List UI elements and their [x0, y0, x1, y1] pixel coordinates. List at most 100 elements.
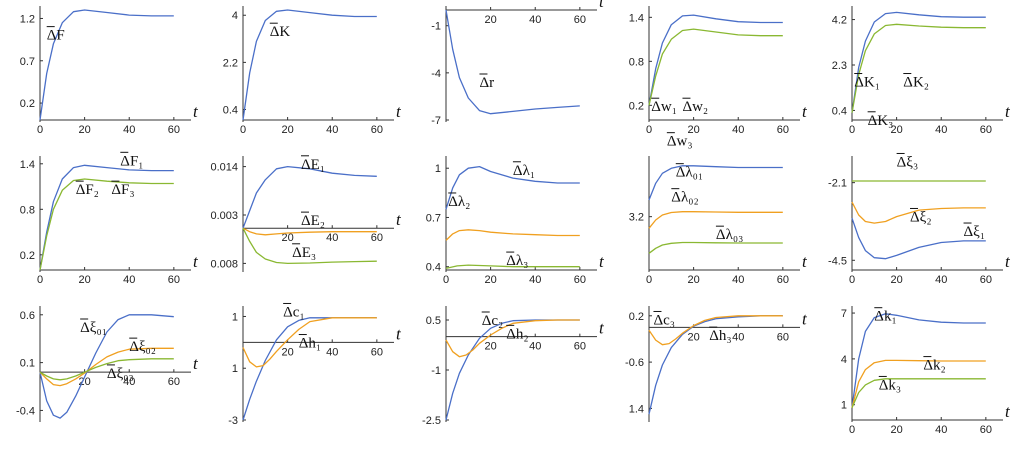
series-line — [649, 243, 783, 254]
series-line — [852, 24, 986, 113]
chart-panel: 20 40 60 0.5 -1 -2.5 t Δc₂ Δh₂ — [406, 300, 609, 450]
series-label: Δh₂ — [506, 326, 528, 342]
y-tick-label: -2.1 — [828, 178, 847, 190]
y-tick-label: 1.4 — [629, 12, 644, 24]
x-tick-label: 60 — [168, 274, 180, 286]
series-label: Δξ₁ — [964, 224, 986, 240]
x-tick-label: 40 — [732, 331, 744, 343]
x-tick-label: 20 — [281, 124, 293, 136]
series-label: Δk₁ — [874, 309, 896, 325]
series-label: ΔF₁ — [120, 153, 143, 169]
chart-svg: 0 20 40 601.40.80.2 tΔF₁ΔF₂ ΔF₃ — [0, 150, 203, 300]
y-tick-label: 0.7 — [426, 212, 441, 224]
x-axis-label: t — [599, 0, 605, 11]
chart-svg: 0 20 40 603.2tΔλ₀₁Δλ₀₂Δλ₀₃ — [609, 150, 812, 300]
y-tick-label: 4 — [232, 10, 238, 22]
y-tick-label: 1 — [232, 311, 238, 323]
y-tick-label: 0.2 — [20, 250, 35, 262]
y-tick-label: -1 — [431, 365, 441, 377]
y-tick-label: 0.4 — [832, 105, 847, 117]
chart-svg: 20 40 60 0.6 0.1 -0.4 t Δξ₀₁ Δξ₀₂ Δξ₀₃ — [0, 300, 203, 450]
chart-svg: 20 40 60 0.014 0.003 0.008 t ΔE₁ ΔE₂ ΔE₃ — [203, 150, 406, 300]
y-tick-label: 0.014 — [210, 162, 238, 174]
series-label: Δξ₂ — [910, 209, 932, 225]
x-axis-label: t — [396, 102, 402, 121]
chart-panel: 0 20 40 60 1.4 0.8 0.2 t ΔF₁ ΔF₂ ΔF₃ — [0, 150, 203, 300]
x-tick-label: 0 — [240, 124, 246, 136]
x-axis-label: t — [802, 102, 808, 121]
y-tick-label: 7 — [841, 308, 847, 320]
x-tick-label: 60 — [777, 124, 789, 136]
x-tick-label: 20 — [281, 346, 293, 358]
series-label: ΔE₂ — [301, 213, 325, 229]
series-line — [40, 179, 174, 270]
chart-svg: 0 20 40 60 7 4 1 t Δk₁ Δk₂ Δk₃ — [812, 300, 1015, 450]
y-tick-label: 0.008 — [210, 258, 238, 270]
y-tick-label: 0.4 — [426, 262, 441, 274]
y-tick-label: 0.003 — [210, 210, 238, 222]
chart-panel: 0 20 40 60 -2.1 -4.5 t Δξ₃ Δξ₂ Δξ₁ — [812, 150, 1015, 300]
series-line — [243, 318, 377, 420]
series-label: Δw₂ — [682, 99, 708, 115]
y-tick-label: 0.7 — [20, 56, 35, 68]
x-tick-label: 0 — [37, 124, 43, 136]
series-label: Δξ₀₁ — [80, 320, 107, 336]
y-tick-label: -7 — [431, 115, 441, 127]
y-tick-label: 3.2 — [629, 212, 644, 224]
series-label: Δλ₀₃ — [716, 227, 743, 243]
chart-panel: 20 40 60 -1 -4 -7 t Δr — [406, 0, 609, 150]
chart-panel: 20 40 60 0.2 -0.6 1.4 t Δc₃ Δh₃ — [609, 300, 812, 450]
x-tick-label: 40 — [935, 124, 947, 136]
y-tick-label: -3 — [228, 415, 238, 427]
y-tick-label: 1.4 — [20, 159, 35, 171]
x-tick-label: 40 — [123, 124, 135, 136]
series-label: Δλ₃ — [506, 253, 528, 269]
series-label: ΔE₃ — [292, 245, 316, 261]
x-axis-label: t — [802, 309, 808, 328]
chart-svg: 0 20 40 60 4 2.2 0.4 t ΔK — [203, 0, 406, 150]
y-tick-label: 0.4 — [223, 105, 238, 117]
x-tick-label: 40 — [326, 346, 338, 358]
series-line — [243, 10, 377, 120]
chart-panel: 0 20 40 60 4.2 2.3 0.4 t ΔK₁ ΔK₂ ΔK₃ — [812, 0, 1015, 150]
x-tick-label: 60 — [574, 14, 586, 26]
x-tick-label: 20 — [484, 14, 496, 26]
y-tick-label: -1 — [431, 21, 441, 33]
series-label: Δc₃ — [653, 312, 675, 328]
x-tick-label: 60 — [371, 232, 383, 244]
x-tick-label: 60 — [574, 341, 586, 353]
series-label: Δλ₂ — [448, 194, 470, 210]
y-tick-label: 0.6 — [20, 310, 35, 322]
chart-panel: 0 20 40 60 1 0.7 0.4 t Δλ₁ Δλ₂ Δλ₃ — [406, 150, 609, 300]
y-tick-label: 0.8 — [20, 204, 35, 216]
x-tick-label: 20 — [78, 124, 90, 136]
series-line — [649, 15, 783, 105]
chart-panel: 0 20 40 60 1.4 0.8 0.2 t Δw₁ Δw₂ Δw₃ — [609, 0, 812, 150]
series-label: ΔF₃ — [111, 182, 134, 198]
x-tick-label: 0 — [646, 274, 652, 286]
chart-panel: 0 20 40 60 4 2.2 0.4 t ΔK — [203, 0, 406, 150]
x-tick-label: 60 — [168, 124, 180, 136]
chart-panel: 0 20 40 60 3.2 t Δλ₀₁ Δλ₀₂ Δλ₀₃ — [609, 150, 812, 300]
y-tick-label: 4 — [841, 354, 847, 366]
chart-svg: 20 40 60 -1 -4 -7 t Δr — [406, 0, 609, 150]
x-tick-label: 60 — [371, 346, 383, 358]
y-tick-label: -0.4 — [16, 405, 35, 417]
x-tick-label: 40 — [732, 274, 744, 286]
x-axis-label: t — [193, 252, 199, 271]
chart-svg: 0 20 40 60 4.2 2.3 0.4 t ΔK₁ ΔK₂ ΔK₃ — [812, 0, 1015, 150]
series-label: Δλ₁ — [513, 163, 535, 179]
series-line — [243, 228, 377, 235]
chart-svg: 0 20 40 60-2.1-4.5 tΔξ₃Δξ₂Δξ₁ — [812, 150, 1015, 300]
x-tick-label: 60 — [980, 124, 992, 136]
chart-panel: 0 20 40 60 1.2 0.7 0.2 t ΔF — [0, 0, 203, 150]
series-line — [852, 379, 986, 408]
x-axis-label: t — [1005, 252, 1011, 271]
series-line — [446, 230, 580, 241]
y-tick-label: 0.1 — [20, 358, 35, 370]
x-tick-label: 20 — [890, 274, 902, 286]
series-label: Δh₃ — [709, 328, 731, 344]
y-tick-label: 2.2 — [223, 57, 238, 69]
x-tick-label: 0 — [849, 124, 855, 136]
series-label: Δλ₀₂ — [671, 190, 698, 206]
